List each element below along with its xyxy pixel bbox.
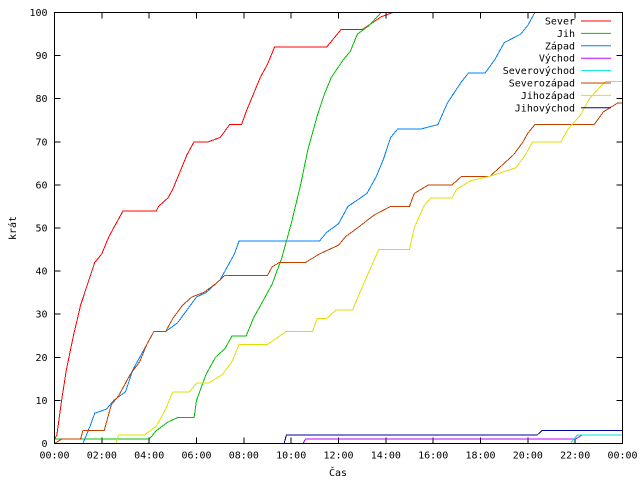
x-tick-label: 16:00	[418, 451, 448, 462]
y-tick-label: 90	[35, 51, 47, 62]
x-tick-label: 04:00	[134, 451, 164, 462]
legend: SeverJihZápadVýchodSeverovýchodSeverozáp…	[503, 17, 611, 114]
axis-ticks: 0 10 20 30 40 50 60 70 80 90 100 00:00 02:00 04:00 06:…	[29, 8, 637, 462]
series-line-0	[54, 12, 394, 440]
legend-label: Západ	[545, 40, 575, 52]
legend-label: Jihovýchod	[515, 102, 575, 114]
y-tick-label: 20	[35, 353, 47, 364]
legend-label: Severozápad	[509, 78, 575, 90]
x-tick-label: 00:00	[39, 451, 69, 462]
x-tick-label: 02:00	[87, 451, 117, 462]
x-axis-title: Čas	[329, 466, 347, 479]
x-tick-label: 00:00	[607, 451, 637, 462]
x-tick-label: 20:00	[513, 451, 543, 462]
x-tick-label: 08:00	[229, 451, 259, 462]
y-tick-label: 60	[35, 180, 47, 191]
series-line-2	[54, 12, 536, 444]
y-tick-label: 40	[35, 267, 47, 278]
x-tick-label: 10:00	[276, 451, 306, 462]
legend-label: Jih	[557, 29, 575, 40]
series-line-5	[54, 102, 623, 444]
series-line-7	[54, 430, 623, 444]
series-lines	[54, 12, 623, 444]
y-tick-label: 10	[35, 396, 47, 407]
x-tick-label: 18:00	[465, 451, 495, 462]
y-tick-label: 100	[29, 8, 47, 19]
x-tick-label: 14:00	[371, 451, 401, 462]
y-axis-title: krát	[7, 216, 19, 240]
series-line-1	[54, 12, 382, 440]
x-tick-label: 06:00	[181, 451, 211, 462]
y-tick-label: 50	[35, 224, 47, 235]
legend-label: Severovýchod	[503, 65, 575, 77]
x-tick-label: 22:00	[560, 451, 590, 462]
legend-label: Východ	[539, 53, 575, 65]
legend-label: Sever	[545, 17, 575, 28]
y-tick-label: 30	[35, 310, 47, 321]
y-tick-label: 0	[41, 439, 47, 450]
series-line-4	[54, 434, 623, 444]
legend-label: Jihozápad	[521, 90, 575, 102]
x-tick-label: 12:00	[323, 451, 353, 462]
y-tick-label: 70	[35, 137, 47, 148]
y-tick-label: 80	[35, 94, 47, 105]
series-line-6	[54, 81, 623, 444]
plot-frame	[54, 12, 623, 444]
